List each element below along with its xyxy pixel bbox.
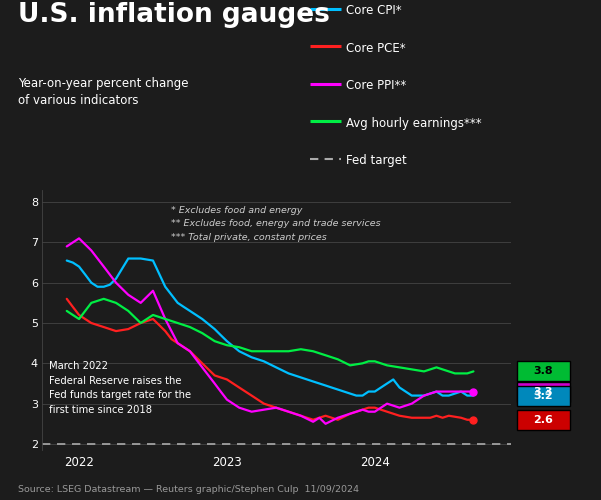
Text: * Excludes food and energy
** Excludes food, energy and trade services
*** Total: * Excludes food and energy ** Excludes f… (171, 206, 380, 242)
Text: Fed target: Fed target (346, 154, 406, 167)
Text: March 2022
Federal Reserve raises the
Fed funds target rate for the
first time s: March 2022 Federal Reserve raises the Fe… (49, 362, 192, 414)
Text: Year-on-year percent change
of various indicators: Year-on-year percent change of various i… (18, 78, 189, 108)
Text: Core PCE*: Core PCE* (346, 42, 405, 54)
Text: 3.3: 3.3 (534, 386, 553, 396)
Text: 2.6: 2.6 (533, 415, 554, 425)
Text: Source: LSEG Datastream — Reuters graphic/Stephen Culp  11/09/2024: Source: LSEG Datastream — Reuters graphi… (18, 485, 359, 494)
Text: Avg hourly earnings***: Avg hourly earnings*** (346, 116, 481, 130)
Point (469, 416, 478, 424)
Point (469, 388, 478, 396)
Text: Core PPI**: Core PPI** (346, 79, 406, 92)
Text: U.S. inflation gauges: U.S. inflation gauges (18, 2, 330, 29)
Text: Core CPI*: Core CPI* (346, 4, 401, 17)
Text: 3.2: 3.2 (534, 390, 553, 400)
Text: 3.8: 3.8 (534, 366, 553, 376)
